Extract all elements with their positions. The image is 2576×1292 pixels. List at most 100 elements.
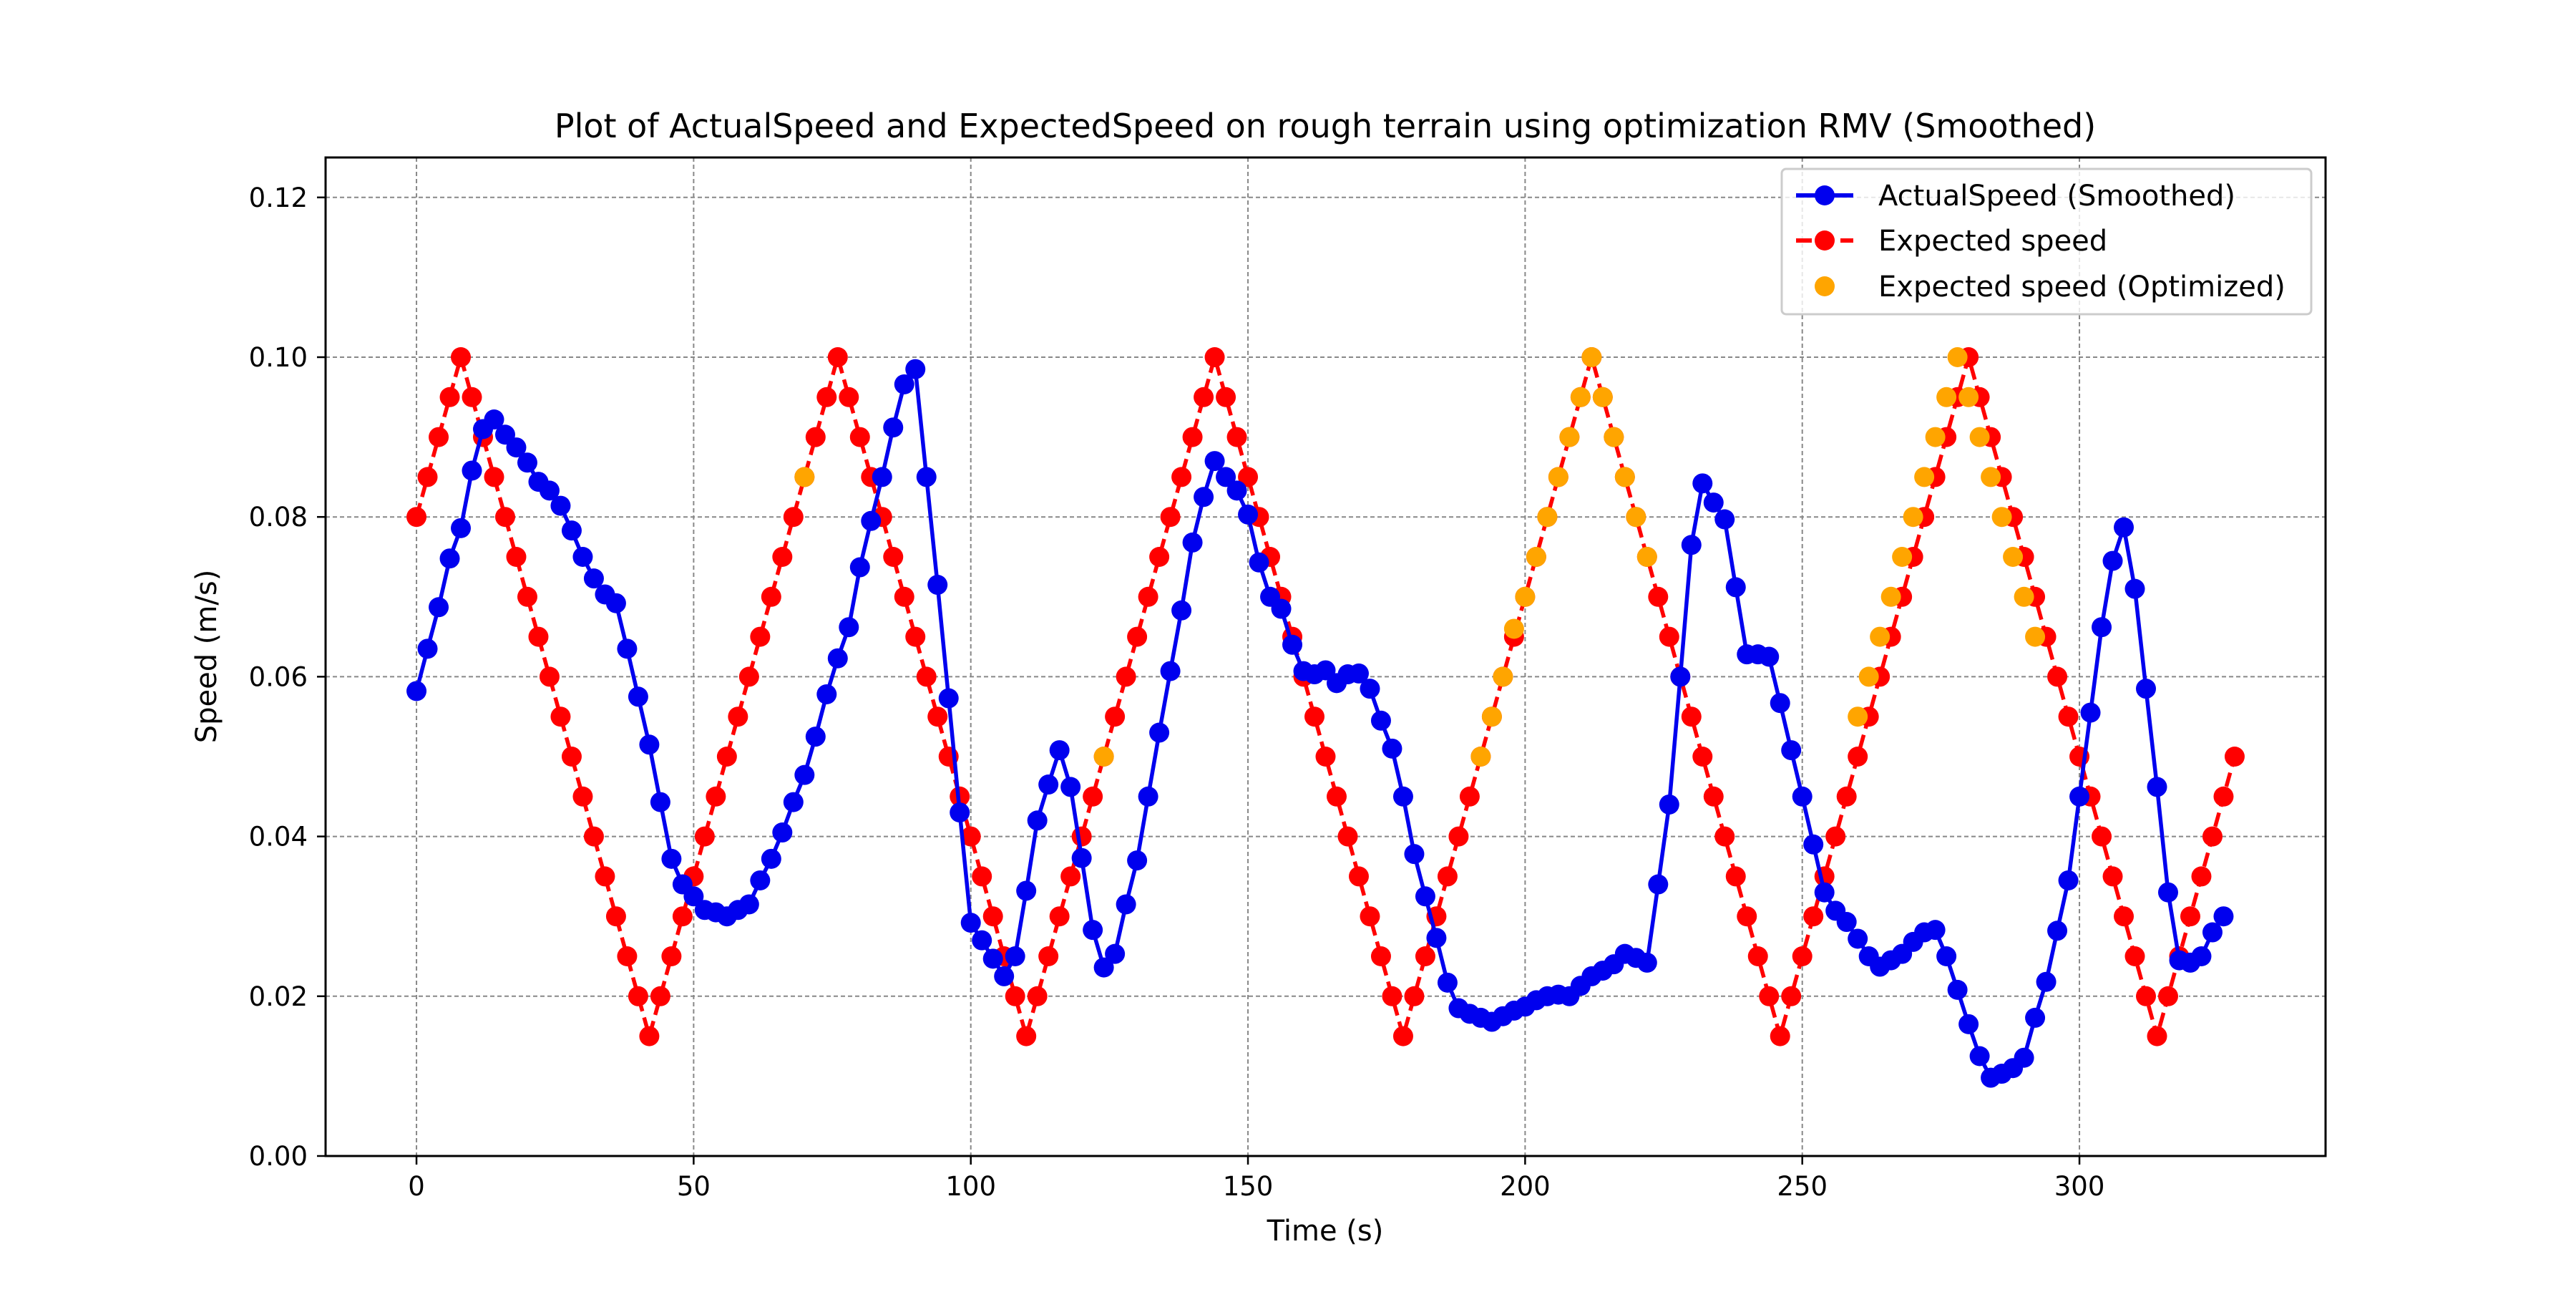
actual-speed-point [849,557,870,578]
expected-speed-point [738,666,759,687]
expected-speed-point [1160,507,1181,528]
actual-speed-point [1781,740,1802,761]
expected-speed-point [2136,986,2157,1006]
expected-speed-point [694,826,715,847]
expected-speed-point [605,906,626,927]
actual-speed-point [617,638,638,659]
actual-speed-point [2047,921,2068,941]
optimized-speed-point [1503,618,1524,639]
y-tick-label: 0.00 [249,1141,308,1172]
actual-speed-point [1271,598,1292,619]
actual-speed-point [1138,786,1158,807]
optimized-speed-point [1604,427,1624,447]
actual-speed-point [1404,844,1425,865]
expected-speed-point [1681,706,1702,727]
plot-frame [324,156,2327,1157]
optimized-speed-point [1914,467,1935,487]
optimized-speed-point [1892,547,1913,567]
expected-speed-point [1027,986,1048,1006]
expected-speed-point [1060,866,1081,887]
actual-speed-point [1249,552,1269,573]
legend-label-actual: ActualSpeed (Smoothed) [1878,180,2235,213]
actual-speed-point [1803,834,1824,855]
actual-speed-point [938,688,959,709]
optimized-speed-point [1936,387,1957,407]
expected-speed-point [550,706,571,727]
expected-speed-point [1315,747,1336,767]
actual-speed-point [628,686,648,707]
actual-speed-point [1770,693,1790,714]
expected-speed-point [417,467,438,487]
actual-speed-point [1238,504,1259,525]
optimized-speed-point [2014,586,2034,607]
expected-speed-point [528,626,549,647]
x-axis-label: Time (s) [1267,1215,1384,1248]
legend-item-actual: ActualSpeed (Smoothed) [1796,180,2235,213]
actual-speed-point [1027,810,1048,831]
expected-speed-point [2213,786,2234,807]
actual-speed-point [1836,912,1857,933]
expected-speed-point [2124,946,2145,966]
actual-speed-point [1348,663,1369,684]
optimized-speed-point [1559,427,1580,447]
actual-speed-point [2036,971,2057,992]
expected-speed-point [772,547,793,567]
expected-speed-point [1692,747,1713,767]
expected-speed-point [1803,906,1824,927]
actual-speed-point [1969,1046,1990,1067]
optimized-speed-point [1991,507,2012,528]
x-tick-label: 100 [945,1171,996,1202]
expected-speed-point [406,507,427,528]
actual-speed-point [872,467,892,487]
expected-speed-point [827,347,848,367]
actual-speed-point [1016,880,1037,901]
actual-speed-point [761,848,781,869]
expected-speed-point [1105,706,1126,727]
actual-speed-point [484,409,504,430]
optimized-speed-point [1981,467,2001,487]
legend-label-expected: Expected speed [1878,225,2107,258]
x-tick-label: 200 [1500,1171,1551,1202]
actual-speed-point [451,518,472,538]
optimized-speed-point [1515,586,1536,607]
expected-speed-point [1204,347,1225,367]
actual-speed-point [916,467,937,487]
expected-speed-point [1437,866,1458,887]
actual-speed-point [827,648,848,669]
expected-speed-point [1392,1026,1413,1046]
actual-speed-point [2202,922,2223,943]
expected-speed-point [1226,427,1247,447]
actual-speed-point [1160,661,1181,681]
expected-speed-point [1370,946,1391,966]
expected-speed-point [1659,626,1679,647]
expected-speed-point [1459,786,1480,807]
expected-speed-point [439,387,460,407]
expected-speed-point [816,387,837,407]
expected-speed-point [561,747,582,767]
expected-speed-point [960,826,981,847]
actual-speed-point [1848,928,1868,949]
optimized-speed-point [1858,666,1879,687]
actual-speed-point [650,792,670,812]
expected-speed-point [2180,906,2200,927]
actual-speed-point [2213,906,2234,927]
chart-title: Plot of ActualSpeed and ExpectedSpeed on… [555,107,2096,145]
y-axis-label: Speed (m/s) [190,570,223,744]
optimized-speed-point [1481,706,1502,727]
expected-speed-point [1326,786,1347,807]
actual-speed-point [2080,702,2101,723]
actual-speed-point [1659,794,1679,815]
actual-speed-point [972,930,992,951]
expected-speed-point [661,946,682,966]
actual-speed-point [2191,946,2212,966]
actual-speed-point [1382,738,1402,759]
actual-speed-point [2025,1007,2046,1028]
expected-speed-point [1127,626,1148,647]
actual-speed-point [1814,882,1835,903]
legend-swatch-marker-optimized [1815,276,1835,296]
actual-speed-point [1127,850,1148,871]
actual-speed-point [894,374,914,394]
actual-speed-point [1204,451,1225,472]
expected-speed-point [1116,666,1136,687]
actual-speed-point [1071,847,1092,868]
